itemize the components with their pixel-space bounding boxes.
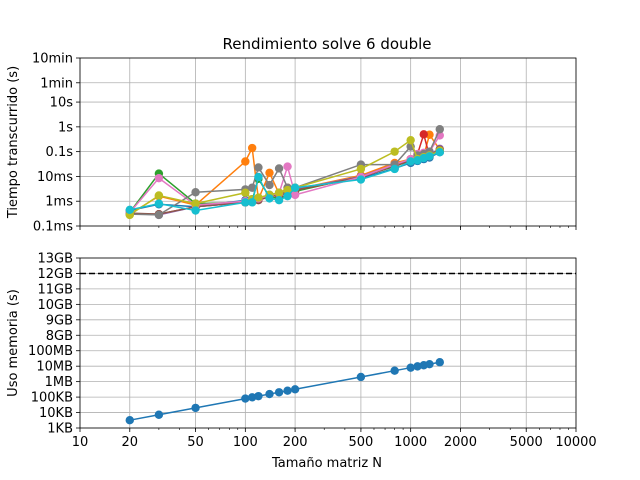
time-data-point [247, 143, 257, 153]
time-y-tick-label: 1s [58, 120, 73, 135]
x-tick-label: 1000 [394, 435, 427, 450]
x-tick-label: 20 [121, 435, 138, 450]
time-data-point [356, 164, 366, 174]
memory-data-point [356, 372, 366, 382]
time-data-point [254, 172, 263, 182]
time-data-point [247, 183, 257, 192]
memory-data-point [125, 415, 134, 425]
memory-y-tick-label: 1MB [45, 375, 73, 390]
memory-data-point [425, 359, 434, 369]
memory-panel: 1KB10KB100KB1MB10MB100MB8GB9GB10GB11GB12… [28, 252, 597, 451]
memory-y-tick-label: 100KB [31, 391, 73, 406]
memory-data-point [274, 388, 284, 397]
memory-y-tick-label: 9GB [46, 313, 73, 328]
time-data-point [191, 199, 200, 208]
time-data-point [435, 147, 444, 157]
time-data-point [154, 199, 164, 208]
memory-data-point [413, 362, 422, 371]
time-data-point [283, 191, 292, 201]
memory-data-point [154, 410, 164, 419]
time-data-point [425, 152, 434, 161]
memory-y-tick-label: 10KB [39, 406, 73, 421]
memory-y-tick-label: 13GB [37, 252, 73, 267]
x-tick-label: 2000 [444, 435, 477, 450]
memory-data-point [435, 358, 444, 367]
x-tick-label: 10000 [555, 435, 596, 450]
time-data-point [154, 191, 164, 200]
memory-series-0 [125, 358, 444, 425]
x-axis-label: Tamaño matriz N [271, 456, 382, 471]
memory-y-tick-label: 11GB [37, 282, 73, 297]
x-tick-label: 50 [187, 435, 204, 450]
memory-y-tick-label: 12GB [37, 267, 73, 282]
time-data-point [290, 190, 300, 200]
time-data-point [191, 188, 200, 197]
time-data-point [435, 125, 444, 134]
time-data-point [241, 188, 250, 197]
time-data-point [406, 157, 415, 166]
memory-axes-frame [79, 257, 577, 429]
time-data-point [247, 198, 257, 207]
memory-data-point [247, 393, 257, 402]
time-data-point [283, 162, 292, 171]
time-data-point [154, 210, 164, 220]
memory-y-tick-label: 10MB [36, 360, 73, 375]
x-tick-label: 200 [283, 435, 308, 450]
memory-y-tick-label: 100MB [28, 344, 73, 359]
memory-data-point [191, 403, 200, 413]
memory-y-tick-label: 1KB [47, 422, 73, 437]
time-data-point [290, 183, 300, 192]
time-data-point [254, 163, 263, 172]
time-data-point [154, 173, 164, 183]
time-series-9 [125, 147, 444, 215]
time-y-tick-label: 1min [40, 76, 73, 91]
time-y-tick-label: 0.1s [46, 145, 74, 160]
time-panel: 0.1ms 1ms 10ms 0.1s 1s 10s 1min 10min [32, 52, 577, 235]
time-data-point [125, 205, 134, 215]
time-data-point [265, 194, 274, 203]
x-tick-label: 500 [348, 435, 373, 450]
chart-title: Rendimiento solve 6 double [223, 35, 432, 53]
memory-data-point [265, 389, 274, 399]
time-y-tick-label: 1ms [45, 195, 73, 210]
time-data-point [356, 175, 366, 184]
time-data-point [390, 164, 399, 174]
time-y-tick-label: 10min [32, 52, 73, 67]
memory-data-point [254, 391, 263, 401]
time-y-tick-label: 0.1ms [33, 220, 73, 235]
memory-y-tick-label: 8GB [46, 329, 73, 344]
time-y-axis-label: Tiempo transcurrido (s) [6, 66, 21, 219]
time-data-point [274, 164, 284, 173]
time-data-point [406, 135, 415, 145]
time-data-point [419, 130, 428, 139]
x-tick-label: 10 [72, 435, 89, 450]
memory-data-point [390, 366, 399, 375]
time-data-point [274, 188, 284, 197]
time-axes-frame [79, 57, 577, 227]
time-data-point [274, 195, 284, 205]
time-data-point [283, 185, 292, 195]
memory-data-point [283, 386, 292, 395]
memory-y-tick-label: 10GB [37, 298, 73, 313]
time-data-point [191, 206, 200, 215]
memory-data-point [406, 363, 415, 372]
x-tick-label: 5000 [510, 435, 543, 450]
time-data-point [390, 147, 399, 156]
time-data-point [241, 198, 250, 207]
time-data-point [265, 180, 274, 190]
x-tick-label: 100 [233, 435, 258, 450]
time-y-tick-label: 10s [50, 96, 74, 111]
memory-y-axis-label: Uso memoria (s) [6, 289, 21, 397]
time-data-point [265, 168, 274, 178]
memory-data-point [241, 394, 250, 403]
memory-data-point [290, 385, 300, 394]
time-data-point [241, 157, 250, 166]
time-data-point [254, 193, 263, 202]
time-y-tick-label: 10ms [37, 170, 73, 185]
